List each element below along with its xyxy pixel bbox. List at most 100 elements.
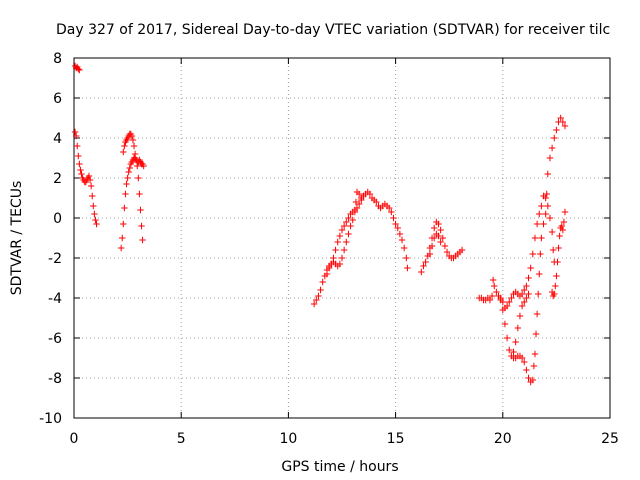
data-point [554,258,561,266]
data-point [75,65,82,73]
data-point [430,224,438,232]
data-point [92,216,99,224]
data-point [426,250,434,258]
data-point [336,260,344,268]
data-point [518,302,526,310]
data-point [334,238,341,246]
data-point [332,246,339,254]
chart-title: Day 327 of 2017, Sidereal Day-to-day VTE… [56,22,610,38]
data-point [91,210,98,218]
data-point [503,334,511,342]
data-point [418,268,425,276]
x-tick-label: 10 [279,431,297,447]
data-point [345,230,352,238]
y-tick-label: -4 [48,291,62,307]
data-point [435,232,442,240]
data-point [558,222,565,230]
data-point [136,190,143,198]
data-point [538,234,545,242]
x-tick-label: 25 [601,431,619,447]
axis-ticks [73,57,611,419]
data-point [437,226,444,234]
data-point [352,198,360,206]
data-point [549,246,557,254]
x-axis-title: GPS time / hours [281,459,398,475]
data-point [439,234,446,242]
data-point [310,300,318,308]
grid-lines [74,58,610,418]
data-point [72,132,80,140]
x-tick-label: 0 [70,431,79,447]
data-point [131,150,139,158]
data-point [90,202,97,210]
data-point [323,270,331,278]
data-point [355,200,363,208]
data-point [76,66,83,74]
data-point [546,214,554,222]
data-point [420,262,427,270]
data-point [512,338,519,346]
data-point [551,134,558,142]
data-point [394,224,401,232]
data-point [518,354,526,362]
data-point [403,254,410,262]
data-point [85,172,93,180]
data-point [317,286,324,294]
y-tick-label: -6 [48,331,62,347]
x-tick-label: 20 [494,431,512,447]
data-point [435,220,442,228]
data-point [552,282,559,290]
data-point [523,366,530,374]
x-tick-labels: 0 5 10 15 20 25 [70,431,619,447]
data-point [428,242,436,250]
data-point [546,154,554,162]
data-point [139,236,146,244]
data-point [538,202,545,210]
data-point [349,216,356,224]
data-point [542,210,549,218]
data-point [319,278,326,286]
data-point [121,142,128,150]
y-tick-labels: -10 -8 -6 -4 -2 0 2 4 6 8 [39,51,62,427]
data-point [119,234,126,242]
data-point [561,122,569,130]
data-point [77,166,84,174]
data-point [390,214,397,222]
data-point [122,190,129,198]
data-point [532,330,540,338]
data-point [437,238,444,246]
data-point [499,306,506,314]
y-tick-label: 4 [53,131,62,147]
data-point [497,296,504,304]
data-point [523,282,530,290]
data-point [458,246,466,254]
data-point [130,142,138,150]
data-point [392,220,399,228]
data-point [521,286,528,294]
data-point [542,194,549,202]
data-point [544,170,552,178]
data-point [556,232,563,240]
data-point [561,208,569,216]
data-point [330,254,337,262]
data-point [531,234,539,242]
data-point [74,142,81,150]
data-point [124,174,131,182]
data-point [71,128,79,136]
data-point [338,254,346,262]
plot-frame [73,57,611,419]
data-point [533,310,541,318]
x-tick-label: 15 [387,431,405,447]
y-tick-label: 0 [53,211,62,227]
data-point [510,348,517,356]
x-tick-label: 5 [177,431,186,447]
data-point [493,288,500,296]
data-point [521,358,528,366]
data-point [548,228,556,236]
y-tick-label: 2 [53,171,62,187]
data-point [443,248,451,256]
data-point [530,362,538,370]
data-point [313,296,320,304]
data-point [537,250,544,258]
data-point [120,220,127,228]
